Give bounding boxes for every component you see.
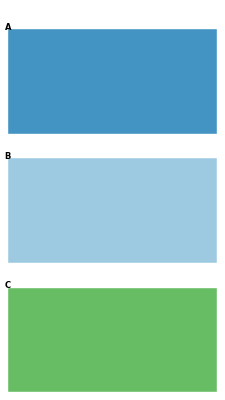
Bar [8,158,217,263]
Bar [8,288,217,392]
Text: A: A [4,22,11,32]
Text: B: B [4,152,11,161]
Bar [8,29,217,134]
Text: C: C [4,281,11,290]
